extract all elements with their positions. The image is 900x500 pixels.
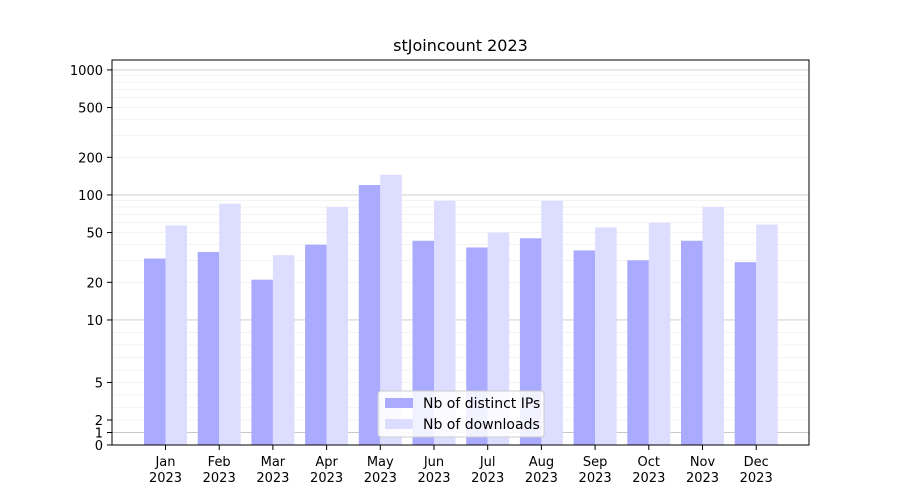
x-tick-label: Sep 2023 <box>579 455 612 486</box>
x-tick-label: Mar 2023 <box>256 455 289 486</box>
bar-downloads-5 <box>380 174 402 446</box>
x-tick-label: Jun 2023 <box>417 455 450 486</box>
x-axis: Jan 2023 Feb 2023 Mar 2023 Apr 2023 May 2023 Jun 20… <box>149 445 773 486</box>
x-tick-label: Jul 2023 <box>471 455 504 486</box>
bar-distinct-ips-9 <box>573 250 596 445</box>
x-tick-label: May 2023 <box>364 455 397 486</box>
y-tick-label: 5 <box>95 376 103 391</box>
x-tick-label: Aug 2023 <box>525 455 558 486</box>
y-tick-label: 1000 <box>70 64 103 79</box>
chart-title: stJoincount 2023 <box>393 36 528 55</box>
y-tick-label: 20 <box>86 276 103 291</box>
bar-downloads-2 <box>219 203 241 445</box>
bar-distinct-ips-12 <box>734 262 757 445</box>
plot-frame <box>111 59 810 446</box>
bar-distinct-ips-5 <box>358 185 381 445</box>
bar-distinct-ips-4 <box>305 244 327 445</box>
y-axis: 012 5 10 20 50 100 200 500 1000 <box>70 64 112 454</box>
legend-label-distinct-ips: Nb of distinct IPs <box>423 396 540 412</box>
y-tick-label: 10 <box>86 314 103 329</box>
bar-downloads-4 <box>326 207 349 445</box>
x-tick-label: Feb 2023 <box>203 455 236 486</box>
legend-swatch-downloads <box>385 419 413 429</box>
legend: Nb of distinct IPs Nb of downloads <box>377 390 545 438</box>
bar-distinct-ips-11 <box>681 240 703 445</box>
bar-downloads-1 <box>165 225 187 445</box>
y-tick-label: 1 <box>95 426 103 441</box>
y-tick-label: 0 <box>95 439 103 454</box>
bar-downloads-10 <box>648 222 671 445</box>
bar-distinct-ips-2 <box>197 251 220 445</box>
x-tick-label: Nov 2023 <box>686 455 719 486</box>
y-tick-label: 500 <box>78 102 103 117</box>
bar-downloads-12 <box>756 224 778 445</box>
x-tick-label: Jan 2023 <box>149 455 182 486</box>
legend-swatch-distinct-ips <box>385 398 413 408</box>
bar-downloads-6 <box>434 200 456 445</box>
y-tick-label: 50 <box>86 227 103 242</box>
x-tick-label: Oct 2023 <box>632 455 665 486</box>
bar-downloads-8 <box>541 200 563 445</box>
bar-downloads-9 <box>595 227 617 445</box>
bar-distinct-ips-3 <box>251 279 273 445</box>
x-tick-label: Apr 2023 <box>310 455 343 486</box>
bar-distinct-ips-1 <box>144 258 166 445</box>
bar-distinct-ips-10 <box>627 260 649 445</box>
y-tick-label: 200 <box>78 151 103 166</box>
bar-downloads-11 <box>702 207 724 445</box>
bar-downloads-3 <box>272 255 295 445</box>
x-tick-label: Dec 2023 <box>740 455 773 486</box>
legend-frame <box>377 390 545 438</box>
y-tick-label: 2 <box>95 414 103 429</box>
y-tick-label: 100 <box>78 189 103 204</box>
legend-label-downloads: Nb of downloads <box>423 417 540 433</box>
